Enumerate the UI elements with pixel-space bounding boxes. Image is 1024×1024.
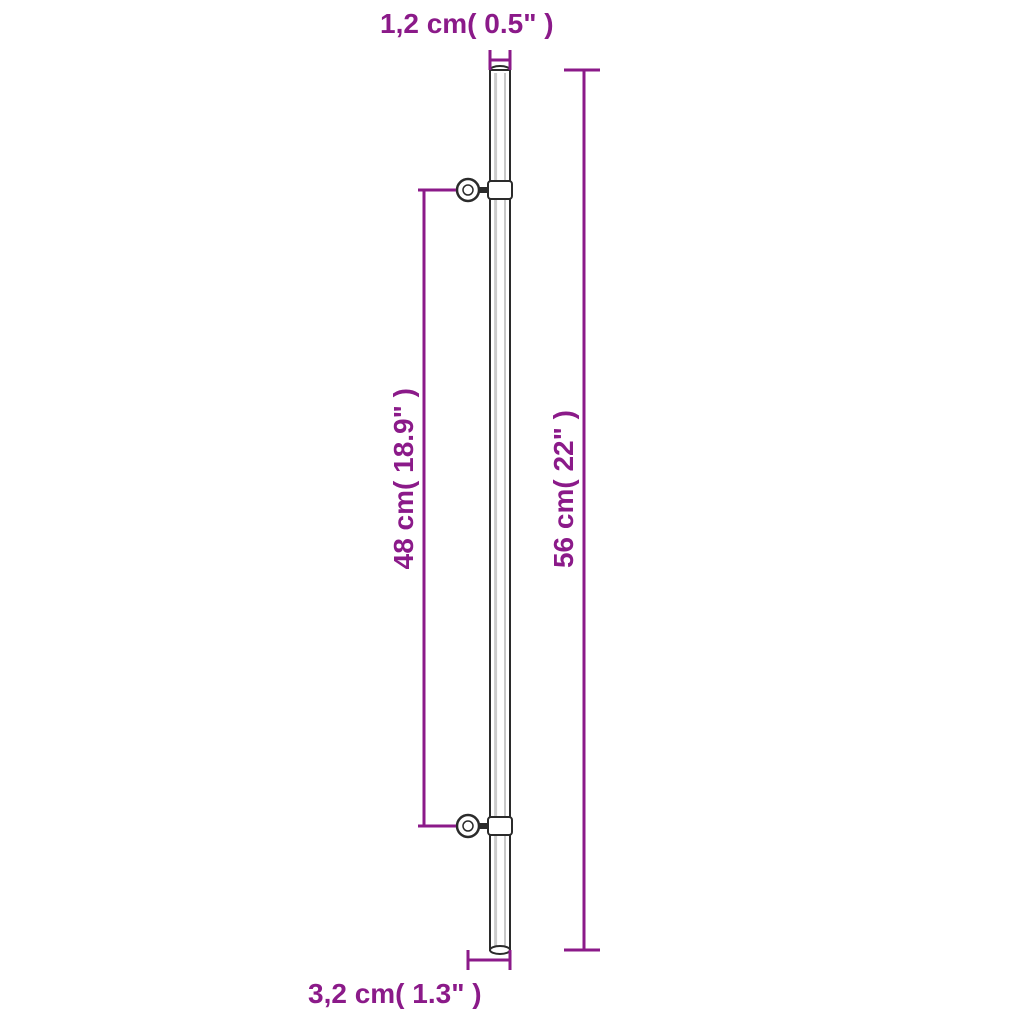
diagram-canvas: 1,2 cm( 0.5" ) 3,2 cm( 1.3" ) 48 cm( 18.… — [0, 0, 1024, 1024]
diagram-svg — [0, 0, 1024, 1024]
dimension-label-right: 56 cm( 22" ) — [548, 410, 580, 568]
dimension-label-top: 1,2 cm( 0.5" ) — [380, 8, 554, 40]
dimension-label-left: 48 cm( 18.9" ) — [388, 388, 420, 569]
dimension-label-bottom: 3,2 cm( 1.3" ) — [308, 978, 482, 1010]
